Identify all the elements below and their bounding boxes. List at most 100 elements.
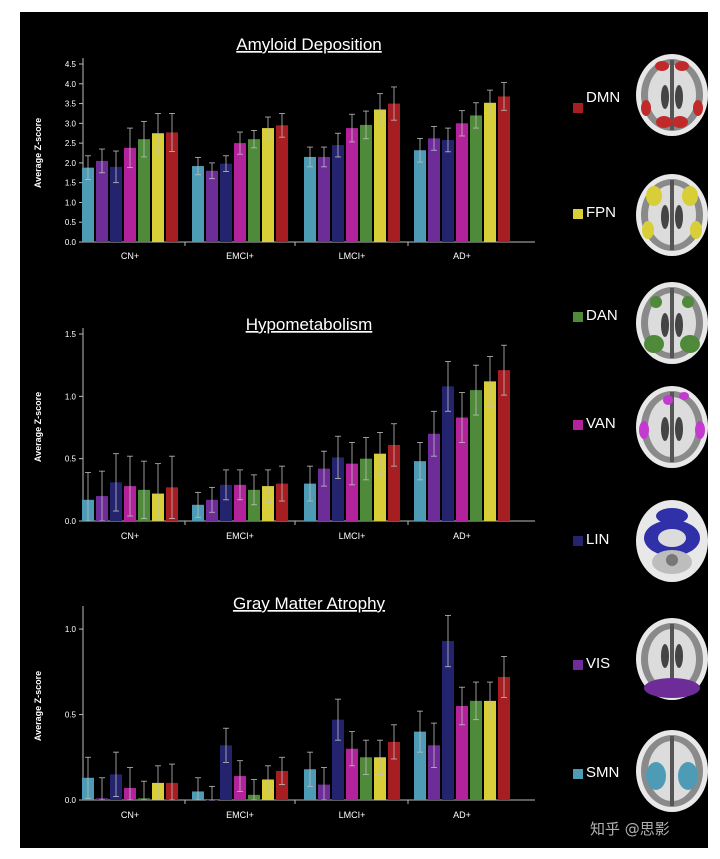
bar-dan-ad: [470, 390, 482, 521]
bar-dmn-lmci: [388, 741, 400, 800]
bar-dmn-ad: [498, 370, 510, 521]
y-tick-label: 1.5: [65, 179, 77, 188]
legend-swatch-dan: [573, 312, 583, 322]
y-tick-label: 3.5: [65, 100, 77, 109]
bar-van-cn: [124, 147, 136, 242]
chart-3: Gray Matter Atrophy Average Z-score 0.0 0.5…: [33, 594, 535, 820]
y-tick-label: 1.0: [65, 625, 77, 634]
bar-dmn-lmci: [388, 103, 400, 242]
brain-image-lin: [636, 500, 708, 582]
bar-dan-lmci: [360, 757, 372, 800]
y-tick-label: 0.0: [65, 238, 77, 247]
x-tick-label: CN+: [121, 810, 139, 820]
brain-image-dan: [636, 282, 708, 364]
x-tick-label: EMCI+: [226, 251, 254, 261]
bar-dan-emci: [248, 489, 260, 521]
bar-lin-ad: [442, 386, 454, 521]
bar-vis-emci: [206, 170, 218, 242]
charts-canvas: Amyloid Deposition Average Z-score 0.0 0.5 1…: [33, 35, 535, 820]
bar-lin-emci: [220, 163, 232, 242]
y-tick-label: 4.5: [65, 60, 77, 69]
bar-fpn-lmci: [374, 453, 386, 521]
x-tick-label: EMCI+: [226, 531, 254, 541]
bar-van-ad: [456, 417, 468, 521]
bar-dmn-ad: [498, 676, 510, 800]
bar-smn-lmci: [304, 156, 316, 242]
brain-image-van: [636, 386, 708, 468]
bar-van-lmci: [346, 463, 358, 521]
y-tick-label: 1.0: [65, 198, 77, 207]
bar-fpn-lmci: [374, 109, 386, 242]
bar-fpn-lmci: [374, 757, 386, 800]
chart-1: Amyloid Deposition Average Z-score 0.0 0.5 1…: [33, 35, 535, 261]
legend-label-van: VAN: [586, 415, 616, 432]
bar-fpn-ad: [484, 102, 496, 243]
watermark: 知乎 @思影: [590, 820, 670, 838]
x-tick-label: AD+: [453, 810, 471, 820]
bar-lin-ad: [442, 641, 454, 800]
bar-dan-ad: [470, 700, 482, 800]
x-tick-label: LMCI+: [339, 531, 366, 541]
bar-vis-ad: [428, 138, 440, 242]
bar-dmn-emci: [276, 770, 288, 800]
y-tick-label: 0.0: [65, 517, 77, 526]
bar-van-lmci: [346, 748, 358, 800]
y-tick-label: 2.0: [65, 159, 77, 168]
bar-smn-lmci: [304, 483, 316, 521]
legend-label-lin: LIN: [586, 531, 610, 548]
chart-2: Hypometabolism Average Z-score 0.0 0.5 1.0 1.…: [33, 315, 535, 541]
y-tick-label: 1.5: [65, 330, 77, 339]
bar-lin-lmci: [332, 457, 344, 521]
y-axis-label: Average Z-score: [33, 671, 43, 741]
bar-fpn-cn: [152, 133, 164, 242]
bar-smn-emci: [192, 166, 204, 242]
legend-label-smn: SMN: [586, 764, 620, 781]
bar-dan-lmci: [360, 124, 372, 242]
x-tick-label: LMCI+: [339, 810, 366, 820]
chart-title: Gray Matter Atrophy: [233, 594, 386, 613]
legend-label-fpn: FPN: [586, 204, 616, 221]
legend-swatch-van: [573, 420, 583, 430]
bar-lin-lmci: [332, 145, 344, 242]
legend-swatch-fpn: [573, 209, 583, 219]
y-tick-label: 4.0: [65, 80, 77, 89]
bar-vis-lmci: [318, 468, 330, 521]
bar-lin-lmci: [332, 719, 344, 800]
bar-dan-ad: [470, 115, 482, 242]
bar-dmn-ad: [498, 96, 510, 243]
bar-dan-emci: [248, 139, 260, 242]
bar-fpn-emci: [262, 128, 274, 242]
legend-swatch-lin: [573, 536, 583, 546]
bar-vis-lmci: [318, 156, 330, 242]
bar-van-ad: [456, 706, 468, 800]
bar-van-emci: [234, 143, 246, 242]
bar-fpn-emci: [262, 486, 274, 521]
y-tick-label: 0.5: [65, 455, 77, 464]
legend-swatch-vis: [573, 660, 583, 670]
figure-panel: Amyloid Deposition Average Z-score 0.0 0.5 1…: [20, 12, 708, 848]
bar-lin-cn: [110, 166, 122, 242]
bar-fpn-ad: [484, 381, 496, 521]
bar-dmn-emci: [276, 125, 288, 242]
x-tick-label: CN+: [121, 531, 139, 541]
x-tick-label: EMCI+: [226, 810, 254, 820]
bar-van-ad: [456, 123, 468, 242]
y-tick-label: 1.0: [65, 392, 77, 401]
bar-smn-ad: [414, 731, 426, 800]
bar-fpn-ad: [484, 700, 496, 800]
brain-image-fpn: [636, 174, 708, 256]
bar-dan-lmci: [360, 458, 372, 521]
x-tick-label: CN+: [121, 251, 139, 261]
brain-image-vis: [636, 618, 708, 700]
bar-lin-ad: [442, 139, 454, 242]
bar-vis-cn: [96, 160, 108, 242]
y-tick-label: 2.5: [65, 139, 77, 148]
bar-lin-emci: [220, 484, 232, 521]
bar-dmn-lmci: [388, 444, 400, 521]
x-tick-label: LMCI+: [339, 251, 366, 261]
legend-label-vis: VIS: [586, 655, 611, 672]
x-tick-label: AD+: [453, 531, 471, 541]
legend-swatch-smn: [573, 769, 583, 779]
legend-swatch-dmn: [573, 103, 583, 113]
bar-dan-cn: [138, 139, 150, 242]
